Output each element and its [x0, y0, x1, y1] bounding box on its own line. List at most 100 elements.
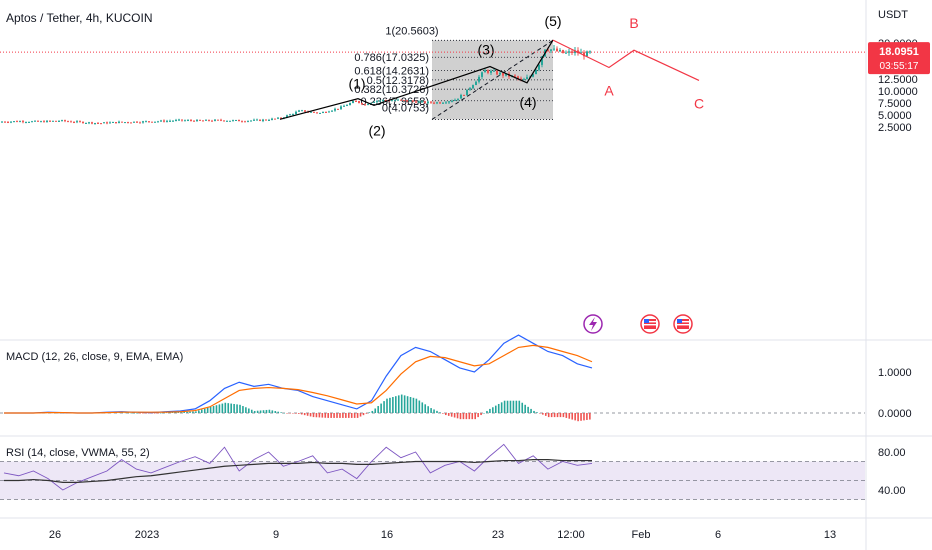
candle-body	[76, 121, 78, 123]
candle-body	[175, 119, 177, 121]
histogram-bar	[518, 400, 521, 413]
histogram-bar	[389, 397, 391, 413]
histogram-bar	[253, 410, 256, 413]
time-tick-label: 13	[824, 529, 836, 541]
histogram-bar	[509, 400, 512, 413]
histogram-bar	[483, 413, 485, 414]
candle-body	[130, 122, 132, 124]
us-flag-icon[interactable]	[640, 314, 660, 334]
candle-body	[1, 121, 3, 123]
event-icons	[583, 314, 693, 334]
histogram-bar	[309, 413, 312, 417]
histogram-bar	[295, 413, 297, 414]
macd-histogram	[4, 394, 591, 422]
candle-body	[217, 119, 219, 121]
time-tick-label: 23	[492, 529, 504, 541]
histogram-bar	[492, 407, 494, 413]
candle-body	[430, 101, 432, 103]
candle-body	[106, 122, 108, 124]
histogram-bar	[183, 412, 185, 413]
histogram-bar	[474, 413, 476, 420]
histogram-bar	[544, 413, 547, 416]
histogram-bar	[136, 413, 138, 414]
histogram-bar	[62, 413, 65, 414]
histogram-bar	[286, 413, 288, 414]
candle-body	[49, 120, 51, 122]
candle-body	[475, 81, 477, 86]
last-price-value: 18.0951	[879, 46, 919, 58]
histogram-bar	[192, 411, 194, 413]
histogram-bar	[547, 413, 550, 418]
candle-body	[502, 72, 504, 76]
candle-body	[166, 120, 168, 122]
dividends-icon[interactable]	[583, 314, 603, 334]
projection-path	[552, 39, 700, 81]
candle-body	[10, 121, 12, 123]
histogram-bar	[236, 404, 238, 413]
candle-body	[184, 120, 186, 122]
candle-body	[415, 101, 417, 103]
histogram-bar	[327, 413, 329, 418]
histogram-bar	[195, 411, 197, 413]
histogram-bar	[556, 413, 559, 418]
candle-body	[463, 94, 465, 96]
histogram-bar	[324, 413, 327, 418]
histogram-bar	[497, 403, 500, 413]
candle-body	[547, 49, 549, 51]
candle-body	[313, 111, 315, 113]
histogram-bar	[586, 413, 588, 420]
histogram-bar	[356, 413, 359, 418]
candle-body	[292, 113, 294, 115]
candle-body	[205, 119, 207, 121]
projection-label: B	[629, 15, 638, 31]
candle-body	[472, 85, 474, 89]
candle-body	[340, 106, 342, 109]
candle-body	[391, 100, 393, 102]
candle-body	[241, 121, 243, 123]
candle-body	[142, 121, 144, 123]
us-flag-icon[interactable]	[673, 314, 693, 334]
fib-level-label: 0.5(12.3178)	[367, 75, 429, 87]
histogram-bar	[221, 403, 224, 413]
time-tick-label: 16	[381, 529, 393, 541]
candle-body	[568, 51, 570, 53]
candle-body	[7, 122, 9, 124]
histogram-bar	[533, 410, 535, 413]
candle-body	[139, 122, 141, 124]
histogram-bar	[524, 404, 526, 413]
histogram-bar	[127, 412, 130, 414]
candle-body	[178, 119, 180, 121]
candle-body	[514, 75, 516, 77]
price-tick-label: 5.0000	[878, 110, 912, 122]
candle-body	[478, 76, 480, 82]
rsi-title: RSI (14, close, VWMA, 55, 2)	[6, 447, 150, 459]
candle-body	[466, 89, 468, 96]
candle-body	[181, 119, 183, 121]
candle-body	[85, 122, 87, 124]
histogram-bar	[536, 412, 538, 413]
rsi-axis: 80.00 40.00	[878, 447, 906, 497]
histogram-bar	[542, 413, 544, 415]
time-tick-label: Feb	[632, 529, 651, 541]
histogram-bar	[121, 412, 124, 414]
candle-body	[46, 120, 48, 123]
histogram-bar	[409, 397, 412, 413]
histogram-bar	[239, 404, 241, 413]
macd-panel: MACD (12, 26, close, 9, EMA, EMA) 1.0000…	[0, 334, 912, 422]
currency-label: USDT	[878, 9, 908, 21]
histogram-bar	[198, 410, 200, 413]
candle-body	[487, 70, 489, 73]
histogram-bar	[550, 413, 553, 418]
histogram-bar	[442, 413, 444, 414]
candle-body	[109, 122, 111, 124]
header: Aptos / Tether, 4h, KUCOIN USDT	[6, 9, 908, 25]
candle-body	[559, 50, 561, 52]
histogram-bar	[165, 412, 168, 414]
candle-body	[436, 102, 438, 104]
candle-body	[247, 120, 249, 122]
candle-body	[469, 88, 471, 90]
candle-body	[115, 121, 117, 124]
histogram-bar	[521, 402, 524, 413]
candle-body	[61, 120, 63, 122]
